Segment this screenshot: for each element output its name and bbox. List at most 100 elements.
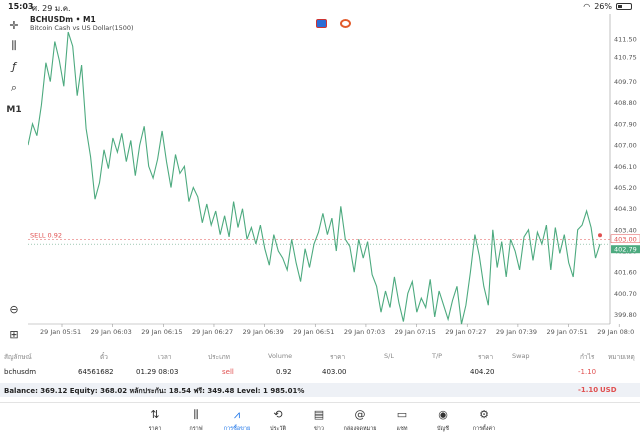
date: ศ. 29 ม.ค. [32, 4, 71, 13]
clock: 15:03 [8, 2, 34, 11]
col-price: ราคา [330, 353, 346, 361]
price-line [28, 31, 601, 325]
nav-label: กล่องจดหมาย [343, 426, 377, 432]
current-price-text: 402.79 [614, 246, 637, 254]
nav-label: กราฟ [189, 426, 203, 432]
battery-fill [618, 5, 622, 8]
positions-header: สัญลักษณ์ ตั๋ว เวลา ประเภท Volume ราคา S… [0, 350, 640, 362]
news-icon: ▤ [313, 408, 325, 421]
y-tick-label: 405.20 [614, 184, 637, 192]
x-tick-label: 29 Jan 06:39 [243, 328, 284, 336]
x-tick-label: 29 Jan 06:03 [91, 328, 132, 336]
sell-price-badge [610, 234, 640, 244]
trade-level-toggle[interactable] [340, 19, 351, 28]
nav-quotes[interactable]: ⇅ ราคา [135, 408, 175, 433]
sell-order-label: SELL 0.92 [30, 231, 62, 239]
row-price: 403.00 [322, 368, 347, 376]
col-symbol: สัญลักษณ์ [4, 353, 32, 361]
total-profit: -1.10 [578, 386, 599, 394]
chart-icon: ⫼ [193, 408, 199, 421]
y-tick-label: 404.30 [614, 205, 637, 213]
candlestick-icon[interactable]: ⫼ [11, 39, 17, 52]
y-tick-label: 403.40 [614, 226, 637, 234]
x-tick-label: 29 Jan 07:15 [395, 328, 436, 336]
account-icon: ◉ [438, 408, 448, 421]
battery-icon [616, 3, 632, 10]
nav-mailbox[interactable]: @ กล่องจดหมาย [340, 408, 380, 433]
nav-settings[interactable]: ⚙ การตั้งค่า [464, 408, 504, 433]
nav-chat[interactable]: ▭ แชท [382, 408, 422, 433]
wifi-icon: ◠ [583, 2, 591, 11]
symbol-title: BCHUSDm • M1 [30, 15, 96, 24]
nav-label: การตั้งค่า [472, 426, 496, 432]
y-tick-label: 409.70 [614, 78, 637, 86]
col-tp: T/P [432, 352, 443, 360]
balance-bar: Balance: 369.12 Equity: 368.02 หลักประกั… [0, 383, 640, 397]
nav-history[interactable]: ⟲ ประวัติ [258, 408, 298, 433]
history-icon: ⟲ [273, 408, 283, 421]
chat-icon: ▭ [396, 408, 408, 421]
x-tick-label: 29 Jan 07:51 [547, 328, 588, 336]
current-price-badge [611, 245, 640, 254]
function-icon[interactable]: ƒ [12, 60, 16, 73]
col-comment: หมายเหตุ [608, 353, 635, 361]
trade-icon: ⩘ [233, 408, 241, 421]
x-tick-label: 29 Jan 07:03 [344, 328, 385, 336]
y-tick-label: 411.50 [614, 36, 637, 44]
col-profit: กำไร [580, 353, 595, 361]
nav-news[interactable]: ▤ ข่าว [299, 408, 339, 433]
sell-price-text: 403.00 [614, 235, 637, 243]
x-tick-label: 29 Jan 06:51 [293, 328, 334, 336]
currency: USD [600, 386, 617, 394]
row-current: 404.20 [470, 368, 495, 376]
x-tick-label: 29 Jan 06:15 [141, 328, 182, 336]
status-right: ◠ 26% [583, 2, 632, 11]
price-chart[interactable]: 411.50 410.75 409.70 408.80 407.90 407.00 406.… [28, 14, 640, 344]
add-indicator-icon[interactable]: ⊞ [9, 328, 19, 341]
nav-label: ราคา [148, 426, 162, 432]
x-tick-label: 29 Jan 07:39 [496, 328, 537, 336]
y-tick-label: 408.80 [614, 99, 637, 107]
col-time: เวลา [158, 353, 172, 361]
row-profit: -1.10 [578, 368, 597, 376]
position-row[interactable]: bchusdm 64561682 01.29 08:03 sell 0.92 4… [0, 366, 640, 380]
crosshair-icon[interactable]: ✛ [9, 19, 19, 32]
timeframe-button[interactable]: M1 [6, 105, 22, 115]
col-current: ราคา [478, 353, 494, 361]
col-swap: Swap [512, 352, 530, 360]
nav-label: การซื้อขาย [223, 426, 251, 432]
nav-trade[interactable]: ⩘ การซื้อขาย [217, 408, 257, 433]
one-click-trade-button[interactable] [316, 19, 327, 28]
x-tick-label: 29 Jan 06:27 [192, 328, 233, 336]
y-tick-label: 407.90 [614, 120, 637, 128]
nav-label: แชท [396, 426, 408, 432]
objects-icon[interactable]: ⌕ [10, 81, 18, 94]
y-tick-label: 400.70 [614, 290, 637, 298]
zoom-icon[interactable]: ⊖ [9, 303, 19, 316]
col-sl: S/L [384, 352, 394, 360]
gear-icon: ⚙ [479, 408, 489, 421]
y-tick-label: 407.00 [614, 142, 637, 150]
nav-label: ข่าว [314, 426, 324, 432]
row-type: sell [222, 368, 234, 376]
battery-label: 26% [594, 2, 612, 11]
x-tick-label: 29 Jan 05:51 [40, 328, 81, 336]
col-volume: Volume [268, 352, 293, 360]
sell-marker [598, 233, 602, 238]
row-symbol: bchusdm [4, 368, 37, 376]
symbol-description: Bitcoin Cash vs US Dollar(1500) [30, 24, 134, 32]
x-tick-label: 29 Jan 08:0 [597, 328, 634, 336]
chart-area[interactable]: 411.50 410.75 409.70 408.80 407.90 407.00 406.… [28, 14, 640, 344]
row-volume: 0.92 [276, 368, 292, 376]
y-tick-label: 401.60 [614, 269, 637, 277]
nav-label: ประวัติ [269, 426, 287, 432]
nav-accounts[interactable]: ◉ บัญชี [423, 408, 463, 433]
mailbox-icon: @ [354, 408, 366, 421]
nav-chart[interactable]: ⫼ กราฟ [176, 408, 216, 433]
quotes-icon: ⇅ [150, 408, 160, 421]
chart-toolbar: ✛ ⫼ ƒ ⌕ M1 ⊖ ⊞ [0, 14, 28, 344]
x-tick-label: 29 Jan 07:27 [445, 328, 486, 336]
bottom-nav: ⇅ ราคา ⫼ กราฟ ⩘ การซื้อขาย ⟲ ประวัติ ▤ ข่าว @… [0, 402, 640, 447]
y-tick-label: 399.80 [614, 311, 637, 319]
col-ticket: ตั๋ว [100, 353, 108, 361]
